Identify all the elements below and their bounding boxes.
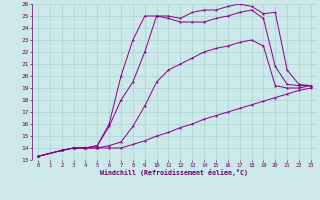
X-axis label: Windchill (Refroidissement éolien,°C): Windchill (Refroidissement éolien,°C) [100, 169, 248, 176]
